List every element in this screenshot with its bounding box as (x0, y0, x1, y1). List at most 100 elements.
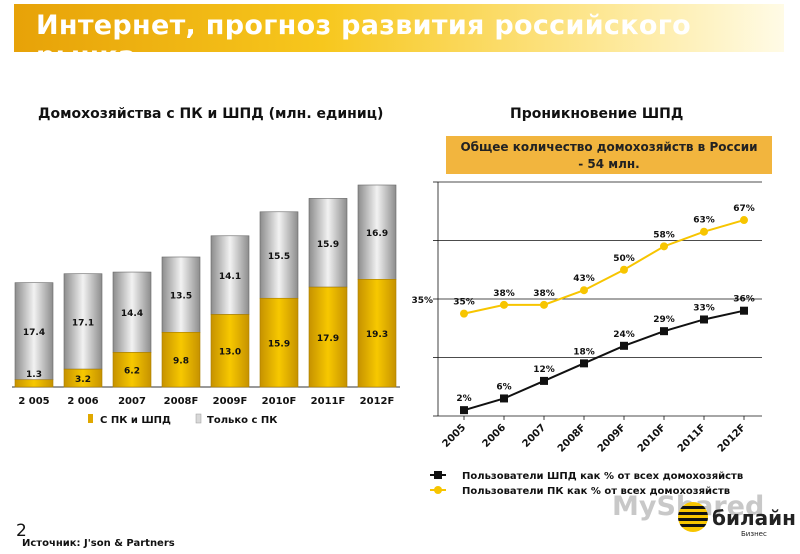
bar-pc-broadband (259, 297, 299, 388)
bar-only-pc (357, 184, 397, 280)
point-label: 38% (493, 289, 515, 299)
point-broadband (580, 359, 588, 368)
line-broadband-users (463, 309, 745, 412)
x-category-label: 2005 (441, 422, 468, 449)
point-pc (660, 242, 668, 251)
x-category-label: 2006 (481, 422, 508, 449)
callout-box: Общее количество домохозяйств в России -… (446, 136, 772, 174)
bar-only-pc (308, 198, 348, 288)
point-label: 63% (693, 216, 715, 226)
point-label: 2% (456, 394, 471, 404)
callout-line1: Общее количество домохозяйств в России (460, 140, 758, 154)
source-note: Источник: J'son & Partners (22, 538, 175, 549)
point-label: 29% (653, 315, 675, 325)
bar-pc-broadband (14, 379, 54, 388)
bar-label-only-pc: 16.9 (366, 229, 388, 239)
bar-only-pc (161, 256, 201, 333)
page-number: 2 (16, 521, 27, 541)
point-label: 50% (613, 254, 635, 264)
left-chart-title: Домохозяйства с ПК и ШПД (млн. единиц) (38, 106, 384, 122)
x-category-label: 2012F (716, 422, 748, 454)
point-broadband (620, 341, 628, 350)
bar-pc-broadband (112, 352, 152, 388)
bar-category-label: 2 006 (67, 396, 98, 407)
point-label: 6% (496, 382, 511, 392)
bar-pc-broadband (161, 332, 201, 388)
bar-category-label: 2011F (311, 396, 346, 407)
point-broadband (660, 327, 668, 336)
bar-label-pc-broadband: 3.2 (75, 375, 91, 385)
point-label: 35% (453, 298, 475, 308)
bar-label-only-pc: 14.4 (121, 309, 143, 319)
point-pc (500, 300, 508, 309)
legend-only-pc: Только с ПК (207, 415, 278, 426)
point-pc (460, 309, 468, 318)
point-label: 24% (613, 330, 635, 340)
beeline-logo-icon (678, 502, 708, 532)
legend-swatch-only-pc (195, 413, 202, 424)
bar-label-pc-broadband: 6.2 (124, 367, 140, 377)
page-title: Интернет, прогноз развития российского р… (36, 10, 691, 72)
legend-marker-pc (434, 486, 442, 494)
bar-pc-broadband (308, 286, 348, 388)
bar-category-label: 2012F (360, 396, 395, 407)
bar-only-pc (210, 235, 250, 315)
point-pc (620, 265, 628, 274)
bar-label-pc-broadband: 9.8 (173, 357, 189, 367)
bar-pc-broadband (357, 279, 397, 388)
point-label: 33% (693, 303, 715, 313)
bar-label-only-pc: 15.9 (317, 240, 339, 250)
point-broadband (740, 306, 748, 315)
x-category-label: 2010F (636, 422, 668, 454)
bar-label-only-pc: 15.5 (268, 252, 290, 262)
legend-marker-broadband (434, 471, 442, 479)
legend-pc-broadband: С ПК и ШПД (100, 415, 171, 426)
point-pc (540, 300, 548, 309)
bar-category-label: 2010F (262, 396, 297, 407)
bar-only-pc (112, 271, 152, 353)
bar-pc-broadband (63, 368, 103, 388)
bar-only-pc (63, 273, 103, 370)
bar-category-label: 2009F (213, 396, 248, 407)
point-label: 18% (573, 347, 595, 357)
bar-only-pc (14, 282, 54, 381)
line-pc-users (463, 219, 745, 315)
bar-label-pc-broadband: 15.9 (268, 340, 290, 350)
bar-only-pc (259, 211, 299, 299)
bar-label-only-pc: 13.5 (170, 292, 192, 302)
legend-broadband: Пользователи ШПД как % от всех домохозяй… (462, 471, 743, 482)
bar-pc-broadband (210, 314, 250, 388)
point-label: 38% (533, 289, 555, 299)
logo-sub: Бизнес (741, 530, 767, 538)
callout-line2: - 54 млн. (578, 157, 640, 171)
point-pc (700, 227, 708, 236)
x-category-label: 2009F (596, 422, 628, 454)
point-broadband (500, 394, 508, 403)
bar-label-pc-broadband: 19.3 (366, 330, 388, 340)
point-pc (740, 216, 748, 225)
legend-swatch-pc-broadband (88, 414, 93, 423)
title-bar: Интернет, прогноз развития российского р… (14, 4, 784, 72)
right-chart-title: Проникновение ШПД (510, 106, 684, 122)
bar-label-pc-broadband: 1.3 (26, 370, 42, 380)
bar-label-only-pc: 17.1 (72, 318, 94, 328)
point-label: 43% (573, 274, 595, 284)
bar-label-only-pc: 17.4 (23, 328, 45, 338)
logo-name: билайн (712, 506, 796, 530)
point-label: 67% (733, 204, 755, 214)
bar-category-label: 2007 (118, 396, 146, 407)
x-category-label: 2007 (521, 422, 548, 449)
point-broadband (700, 315, 708, 324)
point-broadband (540, 376, 548, 385)
y-tick-label: 35% (411, 296, 433, 306)
bar-category-label: 2 005 (18, 396, 49, 407)
x-category-label: 2011F (676, 422, 708, 454)
bar-category-label: 2008F (164, 396, 199, 407)
x-category-label: 2008F (556, 422, 588, 454)
point-pc (580, 286, 588, 295)
point-label: 12% (533, 365, 555, 375)
bar-label-only-pc: 14.1 (219, 272, 241, 282)
bar-label-pc-broadband: 17.9 (317, 334, 339, 344)
